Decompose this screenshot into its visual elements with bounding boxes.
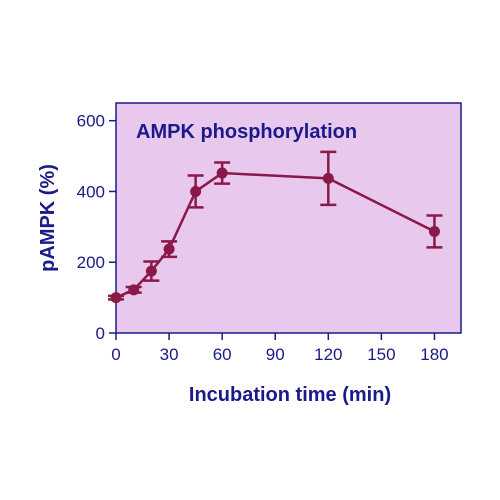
data-point bbox=[145, 265, 157, 277]
x-tick-label: 120 bbox=[314, 345, 342, 364]
y-tick-label: 0 bbox=[96, 324, 105, 343]
y-axis-title: pAMPK (%) bbox=[37, 164, 59, 272]
y-tick-label: 200 bbox=[77, 253, 105, 272]
tick-layer: 0 200 400 600 0 30 60 90 120 150 180 bbox=[77, 112, 449, 364]
y-tick-label: 400 bbox=[77, 182, 105, 201]
x-tick-label: 150 bbox=[367, 345, 395, 364]
data-point bbox=[216, 167, 228, 179]
y-tick-label: 600 bbox=[77, 112, 105, 131]
data-point bbox=[110, 292, 122, 304]
plot-area bbox=[115, 102, 462, 334]
x-axis-title: Incubation time (min) bbox=[189, 384, 391, 406]
x-tick-label: 60 bbox=[213, 345, 232, 364]
x-tick-label: 30 bbox=[160, 345, 179, 364]
x-tick-label: 0 bbox=[111, 345, 120, 364]
data-point bbox=[190, 185, 202, 197]
data-point bbox=[128, 284, 140, 296]
chart-title: AMPK phosphorylation bbox=[136, 121, 357, 143]
data-layer bbox=[108, 150, 443, 304]
data-point bbox=[322, 172, 334, 184]
data-point bbox=[428, 225, 440, 237]
x-tick-label: 90 bbox=[266, 345, 285, 364]
data-point bbox=[163, 243, 175, 255]
x-tick-label: 180 bbox=[420, 345, 448, 364]
